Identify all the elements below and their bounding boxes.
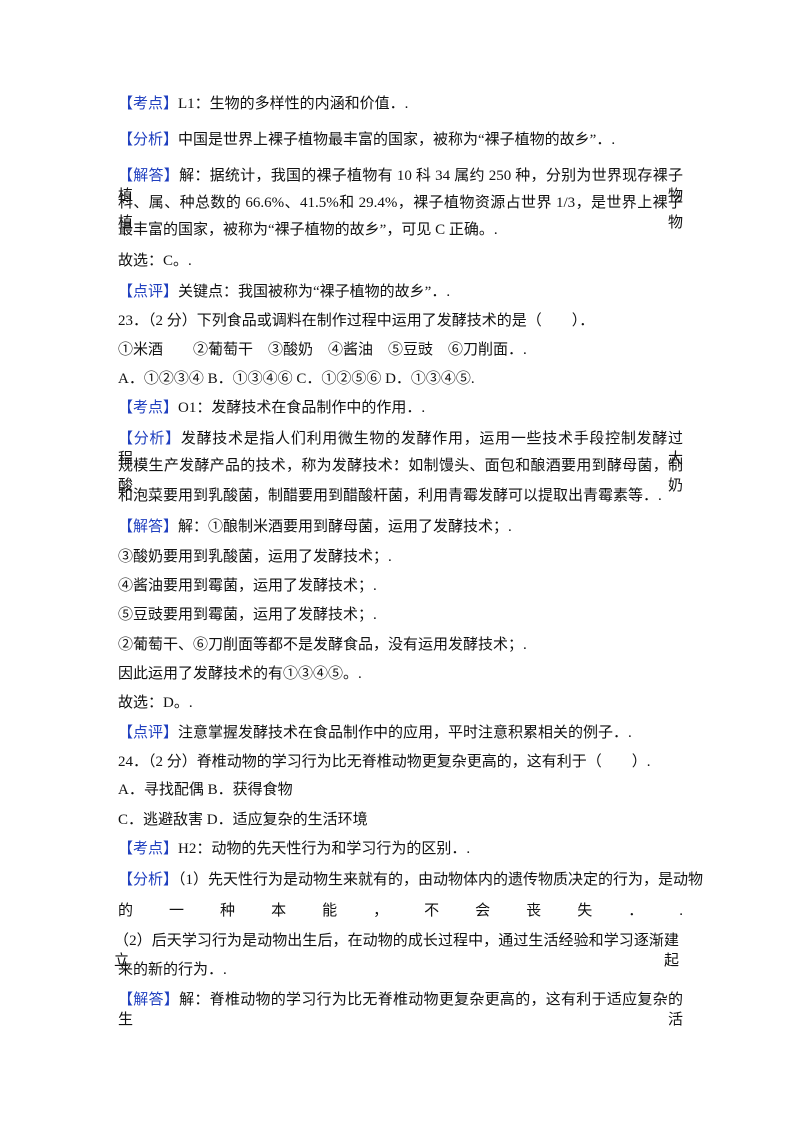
text-line: A．寻找配偶 B．获得食物 [118, 780, 293, 800]
text-line: 【分析】（1）先天性行为是动物生来就有的，由动物体内的遗传物质决定的行为，是动物 [118, 870, 703, 890]
line-text: 规模生产发酵产品的技术，称为发酵技术．如制馒头、面包和酿酒要用到酵母菌，制酸奶 [118, 458, 683, 494]
text-line: 【考点】O1：发酵技术在食品制作中的作用．. [118, 398, 425, 418]
line-text: 23．（2 分）下列食品或调料在制作过程中运用了发酵技术的是（ ）． [118, 313, 595, 329]
text-line: 和泡菜要用到乳酸菌，制醋要用到醋酸杆菌，利用青霉发酵可以提取出青霉素等．. [118, 486, 662, 506]
text-line: A．①②③④ B．①③④⑥ C．①②⑤⑥ D．①③④⑤. [118, 369, 475, 389]
line-text: 来的新的行为．. [118, 962, 227, 978]
line-text: 的一种本能，不会丧失．. [118, 903, 683, 919]
text-line: 科、属、种总数的 66.6%、41.5%和 29.4%，裸子植物资源占世界 1/… [118, 193, 683, 233]
line-text: ①米酒 ②葡萄干 ③酸奶 ④酱油 ⑤豆豉 ⑥刀削面．. [118, 342, 527, 358]
section-tag: 【点评】 [118, 725, 179, 741]
text-line: 最丰富的国家，被称为“裸子植物的故乡”，可见 C 正确。. [118, 220, 498, 240]
line-text: ③酸奶要用到乳酸菌，运用了发酵技术；. [118, 549, 392, 565]
line-text: 因此运用了发酵技术的有①③④⑤。. [118, 666, 362, 682]
line-text: 故选：D。. [118, 695, 193, 711]
text-line: 故选：D。. [118, 693, 193, 713]
text-line: 规模生产发酵产品的技术，称为发酵技术．如制馒头、面包和酿酒要用到酵母菌，制酸奶 [118, 456, 683, 496]
text-line: 【考点】L1：生物的多样性的内涵和价值．. [118, 94, 408, 114]
line-text: 解：①酿制米酒要用到酵母菌，运用了发酵技术；. [178, 519, 512, 535]
line-text: 解：据统计，我国的裸子植物有 10 科 34 属约 250 种，分别为世界现存裸… [118, 168, 683, 204]
section-tag: 【分析】 [118, 431, 181, 447]
line-text: 关键点：我国被称为“裸子植物的故乡”．. [178, 284, 451, 300]
text-line: 【分析】中国是世界上裸子植物最丰富的国家，被称为“裸子植物的故乡”．. [118, 130, 615, 150]
text-line: 【点评】关键点：我国被称为“裸子植物的故乡”．. [118, 282, 450, 302]
section-tag: 【考点】 [118, 96, 179, 112]
section-tag: 【解答】 [118, 519, 179, 535]
section-tag: 【考点】 [118, 841, 179, 857]
section-tag: 【解答】 [118, 168, 180, 184]
text-line: 【点评】注意掌握发酵技术在食品制作中的应用，平时注意积累相关的例子．. [118, 723, 632, 743]
line-text: C．逃避敌害 D．适应复杂的生活环境 [118, 812, 368, 828]
text-line: ①米酒 ②葡萄干 ③酸奶 ④酱油 ⑤豆豉 ⑥刀削面．. [118, 340, 527, 360]
section-tag: 【解答】 [118, 992, 180, 1008]
text-line: ②葡萄干、⑥刀削面等都不是发酵食品，没有运用发酵技术；. [118, 635, 527, 655]
section-tag: 【考点】 [118, 400, 179, 416]
text-line: 24．（2 分）脊椎动物的学习行为比无脊椎动物更复杂更高的，这有利于（ ）. [118, 752, 651, 772]
section-tag: 【点评】 [118, 284, 179, 300]
line-text: ④酱油要用到霉菌，运用了发酵技术；. [118, 578, 377, 594]
line-text: 中国是世界上裸子植物最丰富的国家，被称为“裸子植物的故乡”．. [178, 132, 616, 148]
section-tag: 【分析】 [118, 132, 179, 148]
text-line: 【解答】解：脊椎动物的学习行为比无脊椎动物更复杂更高的，这有利于适应复杂的生活 [118, 990, 683, 1030]
line-text: O1：发酵技术在食品制作中的作用．. [178, 400, 426, 416]
line-text: H2：动物的先天性行为和学习行为的区别．. [178, 841, 471, 857]
text-line: 【考点】H2：动物的先天性行为和学习行为的区别．. [118, 839, 470, 859]
text-line: 的一种本能，不会丧失．. [118, 901, 683, 921]
text-line: ④酱油要用到霉菌，运用了发酵技术；. [118, 576, 377, 596]
line-text: 24．（2 分）脊椎动物的学习行为比无脊椎动物更复杂更高的，这有利于（ ）. [118, 754, 651, 770]
line-text: 故选：C。. [118, 253, 192, 269]
text-line: C．逃避敌害 D．适应复杂的生活环境 [118, 810, 368, 830]
text-line: 因此运用了发酵技术的有①③④⑤。. [118, 664, 362, 684]
text-line: 来的新的行为．. [118, 960, 227, 980]
text-line: （2）后天学习行为是动物出生后，在动物的成长过程中，通过生活经验和学习逐渐建立起 [114, 931, 679, 971]
line-text: （1）先天性行为是动物生来就有的，由动物体内的遗传物质决定的行为，是动物 [178, 872, 704, 888]
text-line: ③酸奶要用到乳酸菌，运用了发酵技术；. [118, 547, 392, 567]
text-line: 23．（2 分）下列食品或调料在制作过程中运用了发酵技术的是（ ）． [118, 311, 594, 331]
line-text: ②葡萄干、⑥刀削面等都不是发酵食品，没有运用发酵技术；. [118, 637, 527, 653]
line-text: A．①②③④ B．①③④⑥ C．①②⑤⑥ D．①③④⑤. [118, 371, 475, 387]
line-text: 发酵技术是指人们利用微生物的发酵作用，运用一些技术手段控制发酵过程，大 [118, 431, 683, 467]
line-text: 解：脊椎动物的学习行为比无脊椎动物更复杂更高的，这有利于适应复杂的生活 [118, 992, 683, 1028]
line-text: L1：生物的多样性的内涵和价值．. [178, 96, 409, 112]
text-line: 【解答】解：据统计，我国的裸子植物有 10 科 34 属约 250 种，分别为世… [118, 166, 683, 206]
text-line: 【分析】发酵技术是指人们利用微生物的发酵作用，运用一些技术手段控制发酵过程，大 [118, 429, 683, 469]
line-text: 科、属、种总数的 66.6%、41.5%和 29.4%，裸子植物资源占世界 1/… [118, 195, 683, 231]
line-text: 和泡菜要用到乳酸菌，制醋要用到醋酸杆菌，利用青霉发酵可以提取出青霉素等．. [118, 488, 662, 504]
section-tag: 【分析】 [118, 872, 179, 888]
line-text: 最丰富的国家，被称为“裸子植物的故乡”，可见 C 正确。. [118, 222, 498, 238]
line-text: （2）后天学习行为是动物出生后，在动物的成长过程中，通过生活经验和学习逐渐建立起 [114, 933, 679, 969]
line-text: ⑤豆豉要用到霉菌，运用了发酵技术；. [118, 607, 377, 623]
line-text: A．寻找配偶 B．获得食物 [118, 782, 293, 798]
text-line: 【解答】解：①酿制米酒要用到酵母菌，运用了发酵技术；. [118, 517, 512, 537]
text-line: 故选：C。. [118, 251, 192, 271]
text-line: ⑤豆豉要用到霉菌，运用了发酵技术；. [118, 605, 377, 625]
line-text: 注意掌握发酵技术在食品制作中的应用，平时注意积累相关的例子．. [178, 725, 632, 741]
